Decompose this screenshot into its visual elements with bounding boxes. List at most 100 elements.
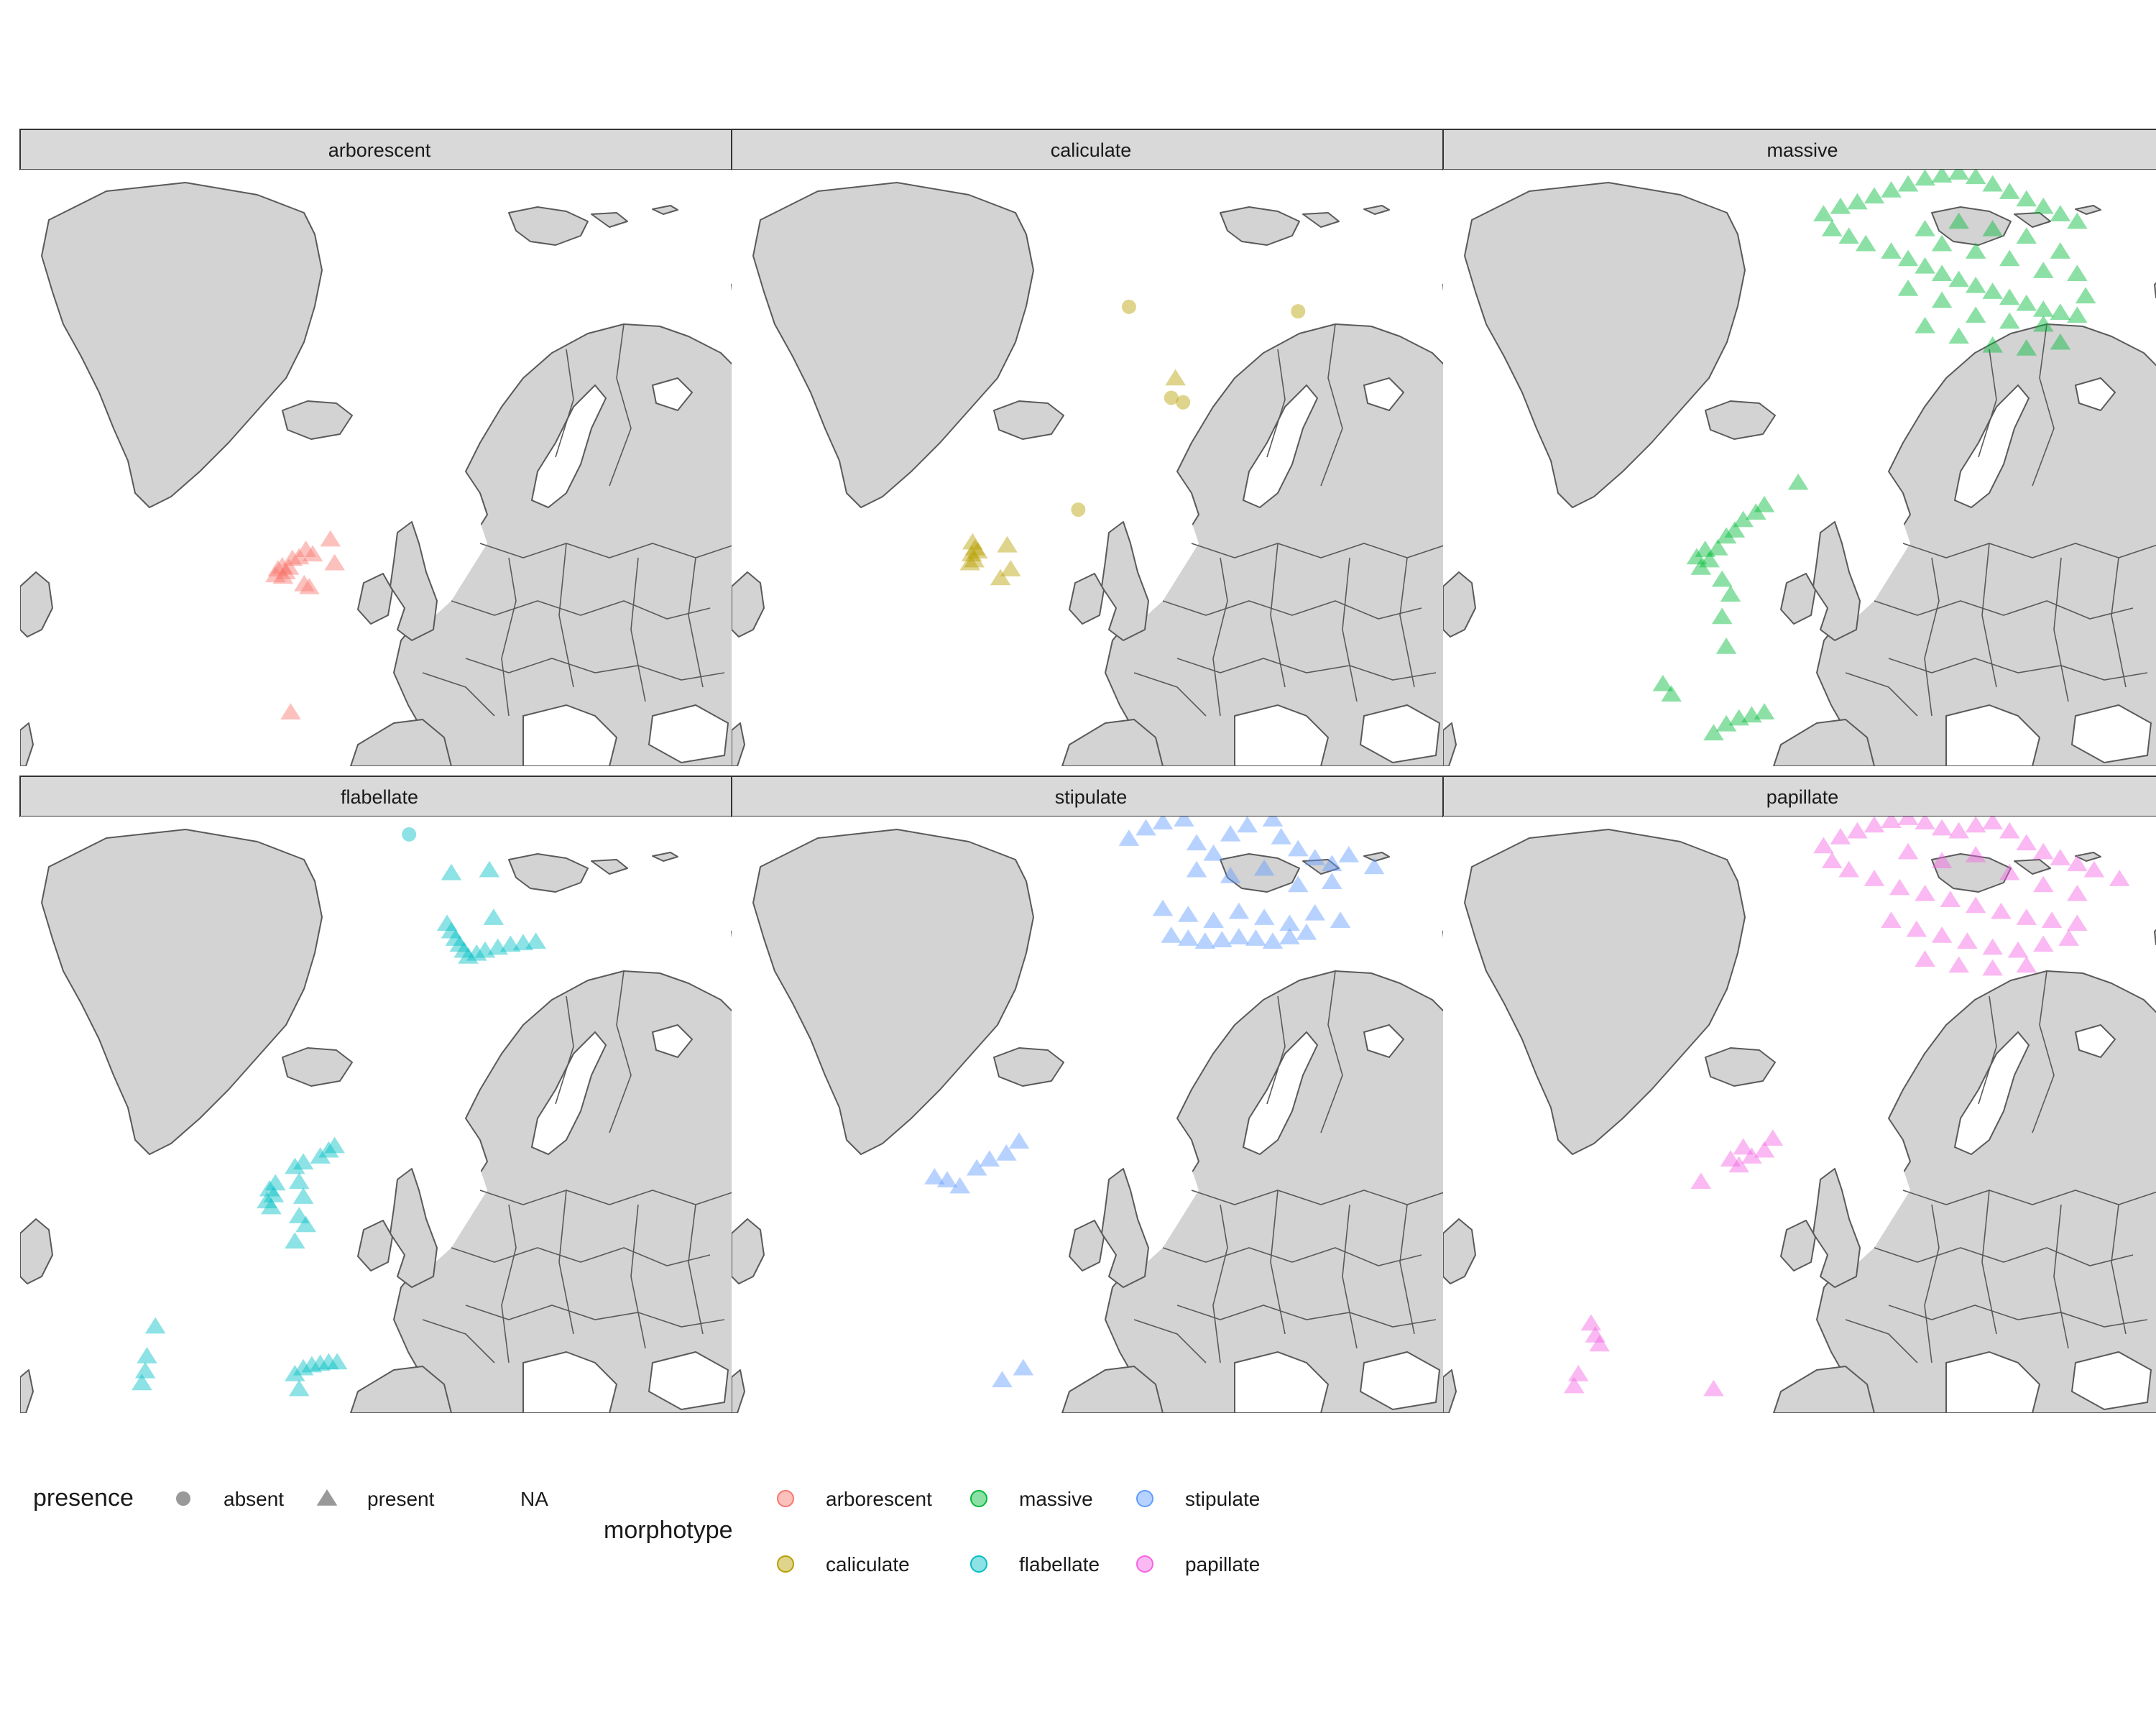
facet-map bbox=[20, 816, 739, 1413]
legend-label-arborescent: arborescent bbox=[826, 1488, 932, 1510]
occurrence-point-present bbox=[1931, 264, 1953, 281]
occurrence-point-present bbox=[1690, 558, 1712, 575]
occurrence-point-present bbox=[1690, 1172, 1712, 1190]
occurrence-point-present bbox=[2041, 911, 2063, 928]
occurrence-point-present bbox=[466, 944, 487, 961]
occurrence-point-present bbox=[1321, 873, 1342, 890]
occurrence-point-present bbox=[1695, 540, 1716, 557]
occurrence-point-present bbox=[1948, 170, 1969, 180]
occurrence-point-present bbox=[1965, 242, 1986, 259]
occurrence-point-present bbox=[285, 1232, 305, 1249]
occurrence-point-present bbox=[1013, 1358, 1034, 1376]
occurrence-point-present bbox=[2032, 935, 2054, 952]
occurrence-point-present bbox=[1741, 706, 1762, 723]
occurrence-point-present bbox=[1715, 714, 1737, 732]
occurrence-point-present bbox=[1228, 902, 1250, 919]
occurrence-point-present bbox=[1745, 503, 1766, 520]
facet-panel-arborescent: arborescent bbox=[19, 129, 740, 766]
occurrence-point-absent bbox=[1164, 390, 1179, 405]
occurrence-point-present bbox=[1982, 175, 2004, 192]
occurrence-point-present bbox=[1262, 816, 1284, 827]
facet-map bbox=[20, 170, 739, 766]
occurrence-point-present bbox=[1363, 857, 1385, 875]
occurrence-point-present bbox=[2067, 884, 2088, 901]
occurrence-point-present bbox=[1661, 685, 1682, 702]
occurrence-point-present bbox=[1982, 220, 2004, 236]
occurrence-point-present bbox=[1338, 845, 1360, 862]
occurrence-point-present bbox=[1931, 819, 1953, 836]
occurrence-point-present bbox=[1931, 291, 1953, 308]
occurrence-point-present bbox=[1999, 183, 2020, 199]
facet-strip bbox=[1442, 776, 2156, 817]
occurrence-point-present bbox=[1787, 473, 1809, 490]
occurrence-point-absent bbox=[1291, 304, 1306, 319]
occurrence-point-present bbox=[302, 545, 323, 562]
occurrence-point-present bbox=[1165, 369, 1186, 386]
presence-legend-title: presence bbox=[33, 1484, 134, 1512]
occurrence-point-present bbox=[310, 1354, 331, 1371]
occurrence-point-present bbox=[272, 567, 294, 584]
facet-panel-caliculate: caliculate bbox=[731, 129, 1451, 766]
occurrence-point-present bbox=[1999, 288, 2020, 305]
legend-label-massive: massive bbox=[1019, 1488, 1093, 1510]
occurrence-point-present bbox=[2050, 303, 2071, 320]
occurrence-point-present bbox=[1931, 926, 1953, 943]
occurrence-point-present bbox=[1152, 899, 1174, 916]
facet-panel-papillate: papillate bbox=[1442, 776, 2156, 1413]
occurrence-point-present bbox=[2050, 242, 2071, 259]
occurrence-point-present bbox=[272, 556, 293, 574]
occurrence-point-present bbox=[1897, 175, 1919, 192]
occurrence-point-present bbox=[318, 1353, 339, 1370]
occurrence-point-present bbox=[1965, 845, 1986, 862]
occurrence-point-present bbox=[1203, 911, 1224, 928]
occurrence-point-present bbox=[2067, 212, 2088, 229]
occurrence-point-present bbox=[1881, 242, 1902, 259]
occurrence-point-present bbox=[1711, 570, 1733, 587]
occurrence-point-present bbox=[1965, 816, 1986, 833]
occurrence-point-present bbox=[949, 1177, 970, 1194]
occurrence-point-present bbox=[1915, 884, 1935, 901]
occurrence-point-present bbox=[2067, 914, 2088, 932]
occurrence-point-present bbox=[1906, 920, 1927, 937]
occurrence-point-present bbox=[1754, 703, 1775, 720]
occurrence-point-present bbox=[1253, 908, 1275, 925]
legend-key-papillate bbox=[1136, 1555, 1153, 1573]
facet-map bbox=[732, 170, 1450, 766]
occurrence-point-present bbox=[2032, 842, 2054, 860]
occurrence-point-present bbox=[1940, 891, 1961, 907]
legend-label-absent: absent bbox=[224, 1488, 284, 1510]
occurrence-point-present bbox=[144, 1317, 166, 1334]
facet-strip bbox=[19, 776, 740, 817]
occurrence-point-present bbox=[1304, 849, 1326, 865]
occurrence-point-present bbox=[1194, 932, 1216, 949]
occurrence-point-present bbox=[1897, 280, 1919, 296]
occurrence-point-present bbox=[1982, 816, 2004, 830]
occurrence-point-present bbox=[1118, 829, 1140, 846]
morphotype-legend-items: arborescent caliculate massive flabellate st… bbox=[777, 1488, 1260, 1576]
facet-strip-label: arborescent bbox=[328, 139, 431, 161]
occurrence-point-present bbox=[288, 1379, 310, 1397]
occurrence-point-present bbox=[1237, 816, 1258, 833]
occurrence-point-present bbox=[1177, 905, 1199, 922]
occurrence-point-present bbox=[1271, 828, 1292, 845]
occurrence-point-present bbox=[996, 1144, 1017, 1161]
occurrence-point-present bbox=[1000, 560, 1021, 576]
occurrence-point-present bbox=[1762, 1129, 1784, 1146]
occurrence-point-present bbox=[1813, 205, 1834, 221]
occurrence-point-present bbox=[292, 1153, 314, 1170]
legend: presence absent present NA morphotype arbo… bbox=[33, 1484, 1260, 1576]
legend-label-flabellate: flabellate bbox=[1019, 1553, 1100, 1576]
facet-map bbox=[732, 816, 1450, 1413]
occurrence-point-present bbox=[1847, 193, 1868, 210]
occurrence-point-present bbox=[318, 1141, 339, 1158]
facet-panels: arborescent caliculate massive flabellate st… bbox=[19, 129, 2156, 1413]
facet-strip bbox=[19, 129, 740, 170]
occurrence-point-absent bbox=[1176, 395, 1191, 410]
presence-legend-items: absent present NA bbox=[176, 1488, 548, 1510]
occurrence-point-present bbox=[1897, 249, 1919, 267]
facet-map bbox=[1443, 816, 2156, 1413]
occurrence-point-present bbox=[1982, 959, 2004, 976]
facet-strip-label: caliculate bbox=[1051, 139, 1132, 161]
occurrence-point-present bbox=[1245, 929, 1266, 946]
